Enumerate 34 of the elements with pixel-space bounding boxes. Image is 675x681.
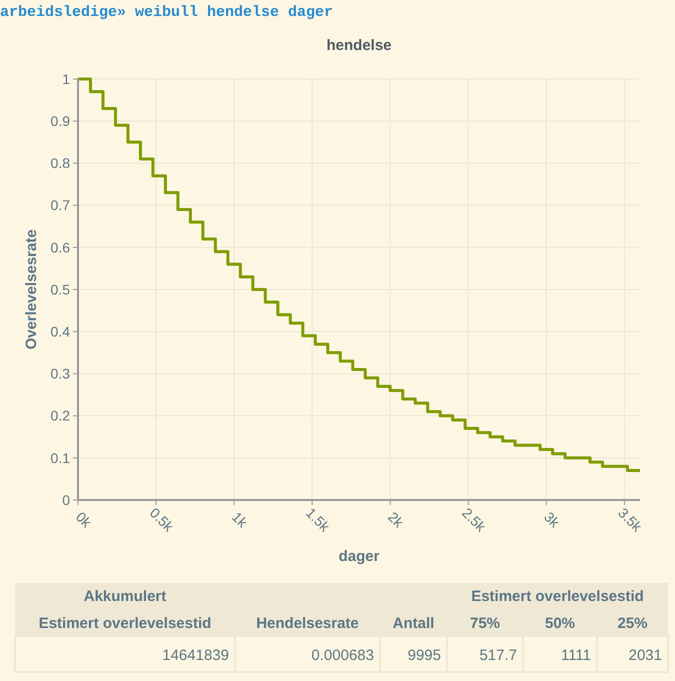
chart-title: hendelse	[326, 37, 392, 54]
text: 0.000683	[311, 647, 374, 664]
text: 75%	[470, 615, 500, 632]
text: Estimert overlevelsestid	[471, 588, 644, 605]
y-tick-label: 1	[62, 70, 70, 87]
text: 50%	[544, 615, 576, 632]
y-tick-label: 0.1	[50, 450, 70, 466]
x-tick-label: 2k	[385, 508, 408, 532]
y-tick-label: 0.9	[50, 113, 70, 129]
y-tick-label: 0.8	[50, 155, 70, 172]
text: 25%	[617, 615, 648, 632]
y-tick-label: 0.4	[50, 324, 70, 340]
x-tick-label: 1.5k	[302, 504, 334, 536]
y-tick-label: 0	[62, 492, 70, 508]
y-tick-label: 0.5	[50, 281, 70, 298]
text: 9995	[408, 647, 441, 664]
text: 1111	[560, 647, 591, 664]
text: 517.7	[479, 647, 517, 664]
text: Estimert overlevelsestid	[38, 615, 212, 632]
y-tick-label: 0.7	[50, 197, 70, 214]
x-tick-label: 1k	[228, 508, 252, 532]
x-axis-title: dager	[338, 548, 380, 565]
text: Antall	[392, 615, 434, 632]
y-tick-label: 0.6	[50, 239, 70, 256]
x-tick-label: 0k	[72, 508, 96, 532]
text: 2031	[628, 647, 662, 664]
y-axis-title: Overlevelsesrate	[23, 229, 40, 350]
y-tick-label: 0.2	[50, 408, 70, 424]
y-tick-label: 0.3	[50, 366, 70, 382]
x-tick-label: 3k	[541, 508, 564, 532]
text: 14641839	[162, 647, 229, 664]
text: Akkumulert	[84, 588, 166, 605]
chart-subtitle: arbeidsledige» weibull hendelse dager	[0, 4, 334, 21]
text: Hendelsesrate	[256, 615, 359, 632]
